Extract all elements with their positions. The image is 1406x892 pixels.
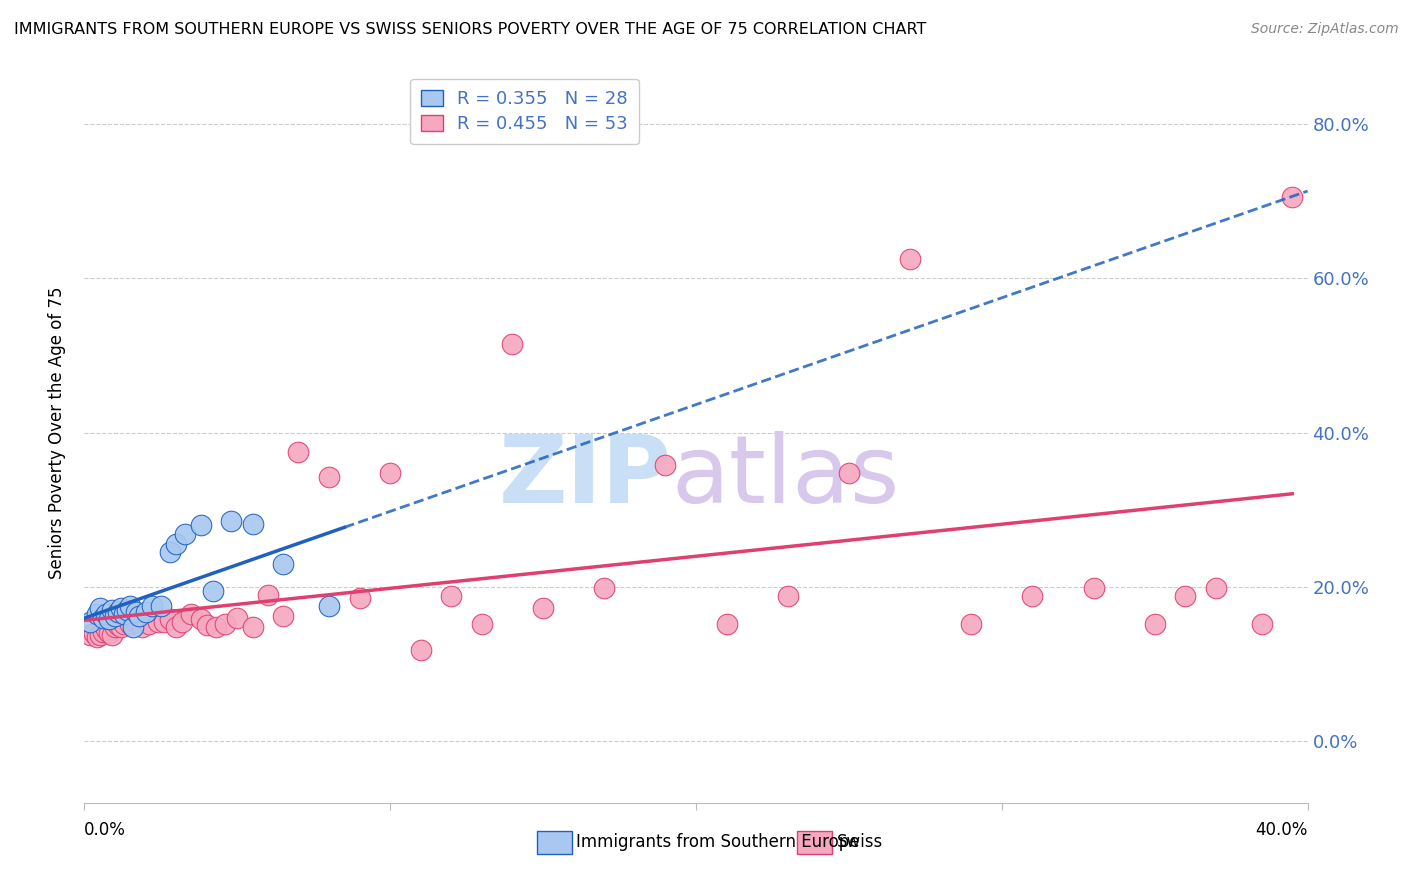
Point — [195, 618, 218, 632]
Point — [107, 618, 129, 632]
Point — [165, 620, 187, 634]
Point — [91, 610, 114, 624]
Point — [1281, 190, 1303, 204]
Text: IMMIGRANTS FROM SOUTHERN EUROPE VS SWISS SENIORS POVERTY OVER THE AGE OF 75 CORR: IMMIGRANTS FROM SOUTHERN EUROPE VS SWISS… — [14, 22, 927, 37]
Point — [190, 612, 212, 626]
Point — [180, 607, 202, 621]
Point — [79, 628, 101, 642]
Point — [91, 624, 114, 639]
Point — [122, 620, 145, 634]
Point — [131, 620, 153, 634]
Point — [112, 607, 135, 621]
Point — [716, 616, 738, 631]
Point — [471, 616, 494, 631]
Y-axis label: Seniors Poverty Over the Age of 75: Seniors Poverty Over the Age of 75 — [48, 286, 66, 579]
Point — [838, 466, 860, 480]
Point — [86, 607, 108, 621]
Point — [83, 626, 105, 640]
Point — [271, 557, 294, 571]
Point — [112, 616, 135, 631]
Point — [138, 616, 160, 631]
Point — [201, 583, 224, 598]
Legend: R = 0.355   N = 28, R = 0.455   N = 53: R = 0.355 N = 28, R = 0.455 N = 53 — [411, 78, 638, 145]
Point — [94, 622, 117, 636]
Point — [97, 612, 120, 626]
Text: atlas: atlas — [672, 431, 900, 523]
Text: Source: ZipAtlas.com: Source: ZipAtlas.com — [1251, 22, 1399, 37]
Point — [287, 445, 309, 459]
Point — [115, 603, 138, 617]
Text: Immigrants from Southern Europe: Immigrants from Southern Europe — [576, 833, 860, 851]
Point — [205, 620, 228, 634]
Point — [89, 628, 111, 642]
Text: 0.0%: 0.0% — [84, 822, 127, 839]
Point — [110, 601, 132, 615]
Point — [440, 589, 463, 603]
Point — [141, 599, 163, 614]
Point — [1250, 616, 1272, 631]
Point — [165, 537, 187, 551]
Point — [159, 545, 181, 559]
Point — [531, 601, 554, 615]
Point — [318, 470, 340, 484]
Point — [120, 616, 142, 631]
Point — [1143, 616, 1166, 631]
Point — [242, 516, 264, 531]
Point — [97, 626, 120, 640]
Point — [125, 615, 148, 629]
Point — [349, 591, 371, 606]
Point — [219, 514, 242, 528]
Text: ZIP: ZIP — [499, 431, 672, 523]
Point — [120, 599, 142, 614]
Point — [79, 615, 101, 629]
Text: 40.0%: 40.0% — [1256, 822, 1308, 839]
Point — [1021, 589, 1043, 603]
Point — [1205, 582, 1227, 596]
Point — [1083, 582, 1105, 596]
Point — [502, 337, 524, 351]
Point — [110, 620, 132, 634]
Point — [104, 620, 127, 634]
Point — [94, 607, 117, 621]
Point — [104, 609, 127, 624]
Point — [593, 582, 616, 596]
Point — [898, 252, 921, 266]
Point — [380, 466, 402, 480]
Point — [214, 616, 236, 631]
Point — [107, 605, 129, 619]
Point — [86, 630, 108, 644]
Point — [318, 599, 340, 614]
Point — [153, 615, 176, 629]
Point — [960, 616, 983, 631]
Point — [101, 603, 124, 617]
Point — [159, 612, 181, 626]
Point — [174, 527, 197, 541]
Point — [226, 610, 249, 624]
Point — [89, 601, 111, 615]
Point — [146, 615, 169, 629]
Point — [271, 609, 294, 624]
Point — [409, 643, 432, 657]
Point — [125, 605, 148, 619]
Point — [257, 588, 280, 602]
Point — [190, 518, 212, 533]
Point — [1174, 589, 1197, 603]
Point — [149, 599, 172, 614]
Point — [135, 605, 157, 619]
Point — [128, 609, 150, 624]
Point — [172, 615, 194, 629]
Point — [776, 589, 799, 603]
Point — [101, 628, 124, 642]
Point — [654, 458, 676, 472]
Text: Swiss: Swiss — [837, 833, 883, 851]
Point — [242, 620, 264, 634]
